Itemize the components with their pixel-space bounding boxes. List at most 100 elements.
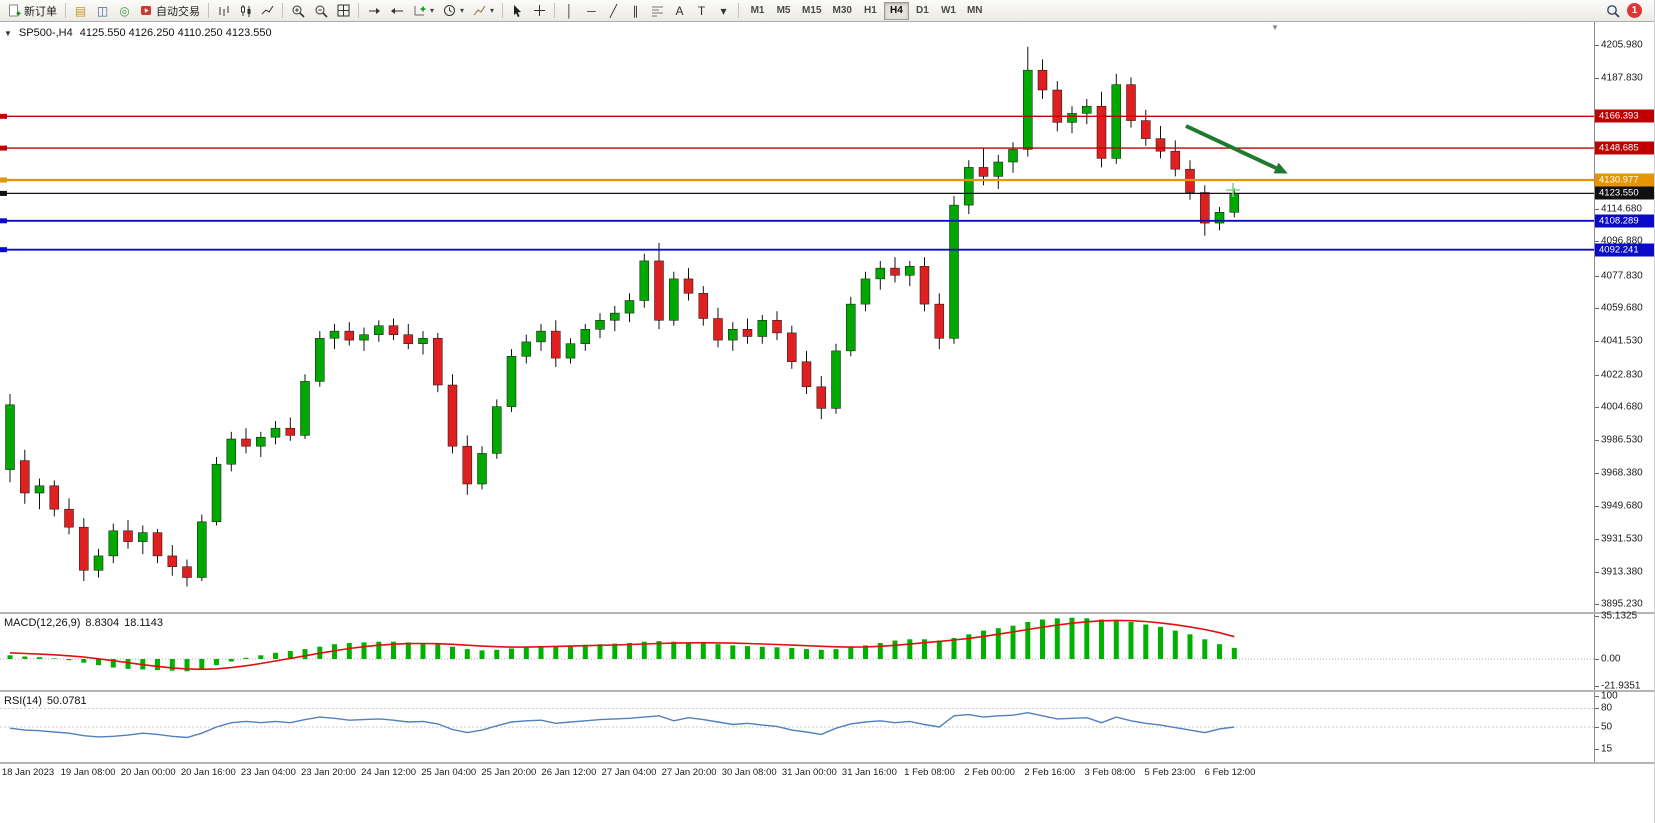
chart-expand-icon[interactable]: ▼	[4, 28, 12, 38]
axis-tick	[1595, 604, 1599, 606]
templates-button[interactable]: ▾	[469, 1, 498, 20]
tile-windows-button[interactable]	[333, 1, 354, 20]
macd-name: MACD(12,26,9)	[4, 617, 81, 629]
price-tick-label: 3949.680	[1601, 500, 1643, 512]
timeframe-m15-button[interactable]: M15	[797, 2, 826, 20]
fibonacci-button[interactable]	[647, 1, 668, 20]
rsi-name: RSI(14)	[4, 695, 42, 707]
dropdown-caret-icon: ▾	[460, 6, 465, 15]
label-tool-button[interactable]: T	[691, 1, 712, 20]
timeframe-h1-button[interactable]: H1	[858, 2, 883, 20]
price-line-badge: 4123.550	[1595, 186, 1654, 200]
chart-shift-button[interactable]	[386, 1, 408, 20]
price-tick-label: 4077.830	[1601, 270, 1643, 282]
candlestick-button[interactable]	[235, 1, 256, 20]
main-chart-window: ▼ SP500-,H4 4125.550 4126.250 4110.250 4…	[0, 22, 1654, 614]
chart-plot[interactable]	[0, 22, 1595, 612]
market-watch-icon: ▤	[74, 3, 87, 18]
price-tick-label: 4205.980	[1601, 39, 1643, 51]
dropdown-caret-icon: ▾	[490, 6, 495, 15]
axis-tick	[1595, 308, 1599, 310]
time-tick-label: 31 Jan 00:00	[781, 767, 837, 778]
price-tick-label: 4059.680	[1601, 302, 1643, 314]
axis-tick	[1595, 472, 1599, 474]
rsi-tick-label: 100	[1601, 690, 1618, 702]
navigator-button[interactable]: ◎	[114, 1, 135, 20]
timeframe-mn-button[interactable]: MN	[962, 2, 988, 20]
channel-button[interactable]: ∥	[625, 1, 646, 20]
toolbar-separator	[738, 3, 740, 18]
auto-trading-button[interactable]: 自动交易	[136, 1, 204, 20]
market-watch-button[interactable]: ▤	[70, 1, 91, 20]
timeframe-m5-button[interactable]: M5	[771, 2, 796, 20]
price-line-badge: 4166.393	[1595, 109, 1654, 123]
axis-tick	[1595, 374, 1599, 376]
chart-symbol-period: SP500-,H4	[18, 27, 73, 39]
fibonacci-icon	[652, 6, 664, 17]
cursor-button[interactable]	[507, 1, 528, 20]
axis-tick	[1595, 659, 1599, 660]
search-button[interactable]	[1602, 1, 1624, 20]
price-tick-label: 4022.830	[1601, 369, 1643, 381]
axis-tick	[1595, 538, 1599, 540]
vertical-line-button[interactable]: │	[559, 1, 580, 20]
toolbar-separator	[208, 3, 209, 18]
time-tick-label: 20 Jan 16:00	[180, 767, 236, 778]
timeframe-m1-button[interactable]: M1	[745, 2, 770, 20]
price-tick-label: 3931.530	[1601, 533, 1643, 545]
crosshair-button[interactable]	[529, 1, 550, 20]
zoom-in-button[interactable]	[287, 1, 309, 20]
time-tick-label: 31 Jan 16:00	[841, 767, 897, 778]
zoom-out-button[interactable]	[310, 1, 332, 20]
line-chart-button[interactable]	[257, 1, 278, 20]
navigator-icon: ◎	[119, 3, 130, 18]
notification-badge[interactable]: 1	[1627, 3, 1642, 18]
auto-scroll-button[interactable]	[363, 1, 385, 20]
arrows-tool-button[interactable]: ▾	[713, 1, 734, 20]
timeframe-h4-button[interactable]: H4	[883, 1, 909, 20]
channel-icon: ∥	[632, 3, 639, 18]
label-tool-icon: T	[697, 3, 706, 18]
macd-plot[interactable]	[0, 614, 1595, 690]
data-window-button[interactable]: ◫	[92, 1, 113, 20]
periods-button[interactable]: ▾	[439, 1, 468, 20]
macd-tick-label: 35.1325	[1601, 610, 1638, 622]
price-tick-label: 4114.680	[1601, 203, 1642, 215]
toolbar-separator	[358, 3, 359, 18]
rsi-axis[interactable]: 100 80 50 15	[1594, 690, 1654, 762]
axis-tick	[1595, 340, 1599, 342]
chart-shift-marker[interactable]: ▼	[1271, 23, 1279, 32]
horizontal-line-button[interactable]: ─	[581, 1, 602, 20]
time-tick-label: 1 Feb 08:00	[904, 767, 955, 778]
macd-main-value: 8.8304	[85, 617, 120, 629]
macd-axis[interactable]: 35.1325 0.00 -21.9351	[1594, 610, 1654, 692]
time-tick-label: 2 Feb 00:00	[964, 767, 1015, 778]
text-tool-icon: A	[675, 3, 684, 18]
price-axis[interactable]: 4205.980 4187.830 4114.680 4096.880 4077.830…	[1594, 22, 1654, 612]
auto-trading-label: 自动交易	[156, 5, 200, 18]
axis-tick	[1595, 506, 1599, 508]
trendline-button[interactable]: ╱	[603, 1, 624, 20]
axis-tick	[1595, 696, 1599, 697]
rsi-value: 50.0781	[46, 695, 87, 707]
timeframe-m30-button[interactable]: M30	[828, 2, 857, 20]
new-order-button[interactable]: 新订单	[4, 1, 61, 20]
timeframe-w1-button[interactable]: W1	[936, 2, 961, 20]
axis-tick	[1595, 686, 1599, 688]
bar-chart-button[interactable]	[213, 1, 234, 20]
price-line-badge: 4148.685	[1595, 141, 1654, 155]
price-line-badge: 4108.289	[1595, 214, 1654, 228]
text-tool-button[interactable]: A	[669, 1, 690, 20]
add-indicator-button[interactable]: ▾	[409, 1, 438, 20]
axis-tick	[1595, 45, 1599, 47]
crosshair-icon	[534, 5, 546, 16]
rsi-plot[interactable]	[0, 692, 1595, 762]
timeframe-d1-button[interactable]: D1	[910, 2, 935, 20]
macd-tick-label: 0.00	[1601, 653, 1621, 665]
timeframe-bar: M1 M5 M15 M30 H1 H4 D1 W1 MN	[745, 1, 988, 20]
time-axis[interactable]: 18 Jan 2023 19 Jan 08:00 20 Jan 00:00 20 Ja…	[0, 764, 1654, 782]
time-tick-label: 24 Jan 12:00	[361, 767, 417, 778]
zoom-out-icon	[315, 5, 328, 18]
rsi-label: RSI(14) 50.0781	[4, 695, 87, 707]
